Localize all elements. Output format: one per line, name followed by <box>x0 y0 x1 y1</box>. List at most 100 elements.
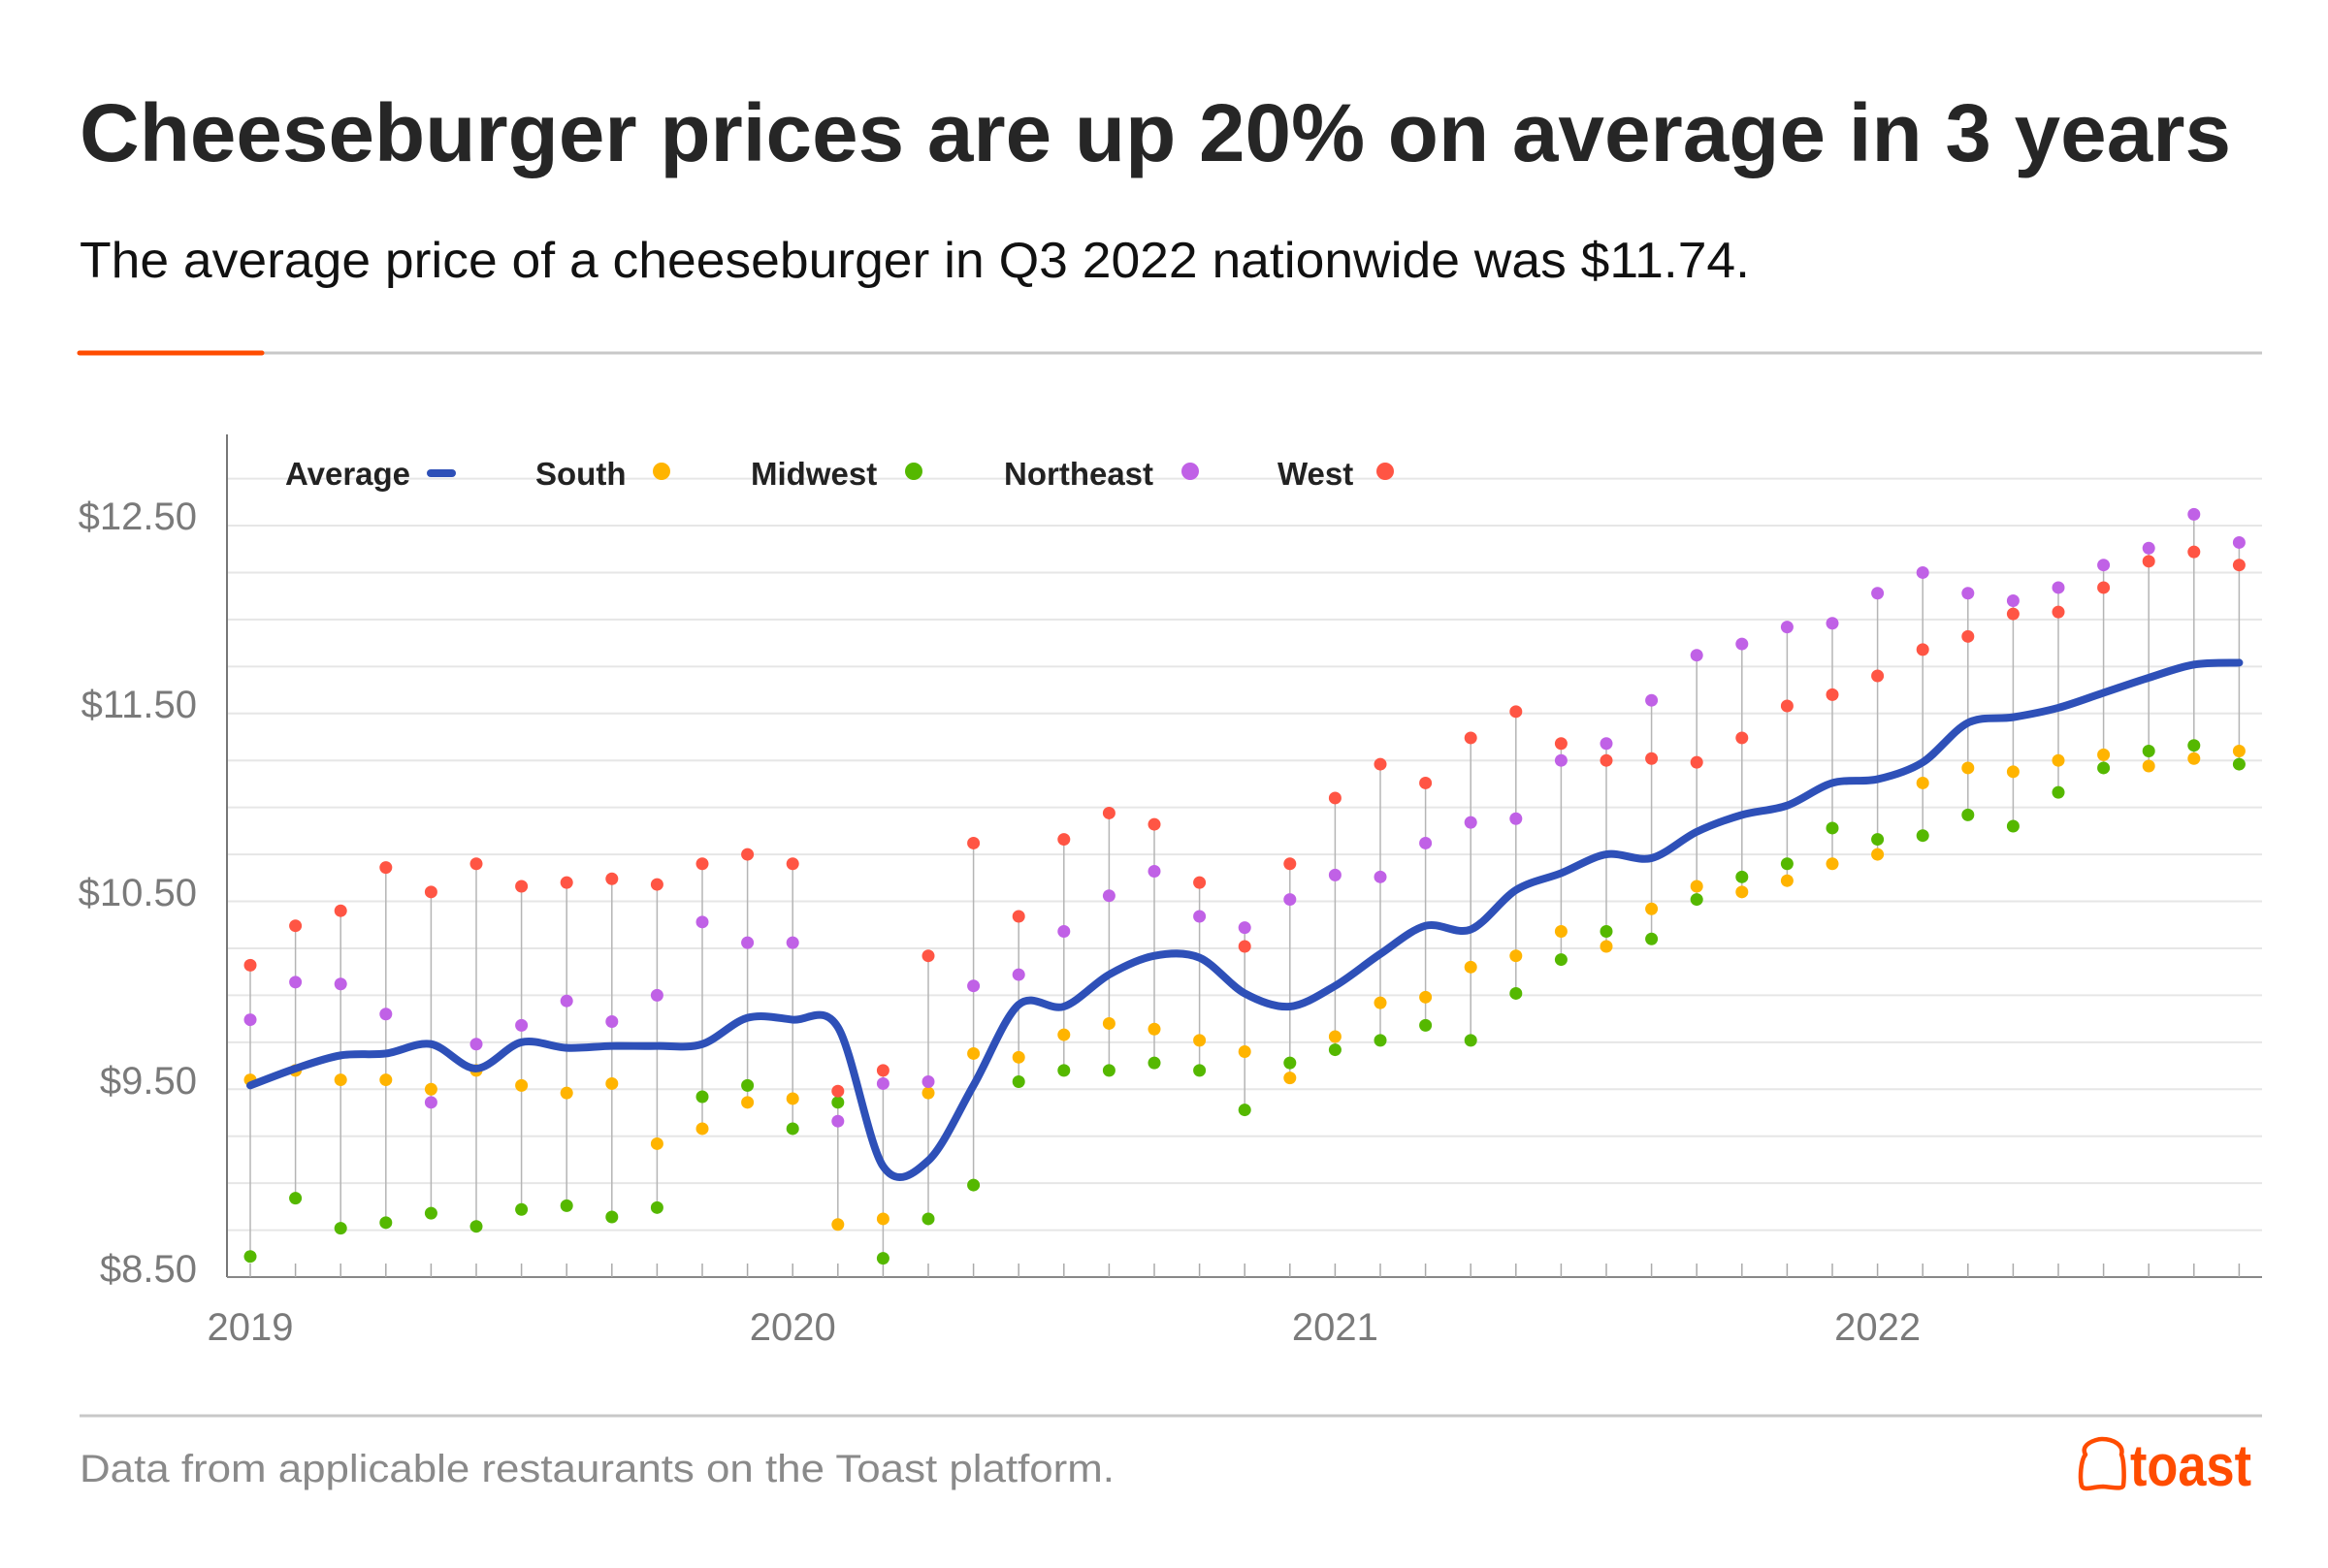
data-point-west <box>967 836 981 849</box>
toast-logo-text: toast <box>2130 1433 2251 1498</box>
data-point-midwest <box>1826 821 1839 835</box>
legend-swatch-midwest <box>905 463 922 480</box>
data-point-northeast <box>2232 535 2246 549</box>
data-point-northeast <box>1600 737 1613 751</box>
data-point-midwest <box>831 1096 845 1109</box>
data-point-west <box>515 880 529 893</box>
y-tick-label: $9.50 <box>100 1060 197 1103</box>
data-point-south <box>2187 752 2201 765</box>
data-point-midwest <box>1012 1075 1025 1088</box>
y-tick-label: $11.50 <box>81 684 197 726</box>
data-point-midwest <box>334 1222 347 1235</box>
data-point-south <box>695 1122 709 1136</box>
legend-label-midwest: Midwest <box>751 456 877 492</box>
data-point-midwest <box>1102 1064 1116 1077</box>
data-point-west <box>2187 545 2201 559</box>
data-point-west <box>243 958 257 972</box>
data-point-midwest <box>1057 1064 1071 1077</box>
data-point-west <box>334 904 347 917</box>
data-point-midwest <box>1374 1034 1387 1047</box>
data-point-west <box>1645 752 1659 765</box>
legend-label-west: West <box>1277 456 1353 492</box>
data-point-northeast <box>560 994 573 1008</box>
data-point-south <box>1283 1072 1297 1085</box>
data-point-northeast <box>650 988 663 1002</box>
data-point-northeast <box>695 915 709 929</box>
data-point-midwest <box>1238 1104 1251 1117</box>
gridlines <box>226 434 2262 1278</box>
data-point-midwest <box>1464 1034 1477 1047</box>
data-point-northeast <box>1374 870 1387 883</box>
data-point-northeast <box>1916 565 1929 579</box>
data-point-south <box>1328 1030 1342 1043</box>
data-point-midwest <box>1690 893 1703 907</box>
data-point-northeast <box>1238 921 1251 935</box>
data-point-midwest <box>605 1210 619 1224</box>
data-point-south <box>2052 753 2065 767</box>
data-point-west <box>2052 605 2065 619</box>
data-point-midwest <box>1148 1056 1161 1070</box>
y-tick-label: $10.50 <box>79 872 197 914</box>
data-point-south <box>1193 1034 1207 1047</box>
data-point-south <box>1012 1050 1025 1064</box>
data-point-northeast <box>379 1008 393 1021</box>
data-point-midwest <box>1780 857 1794 871</box>
data-point-west <box>560 876 573 889</box>
data-point-northeast <box>469 1038 483 1051</box>
x-tick-label: 2020 <box>750 1306 836 1349</box>
data-point-midwest <box>1509 986 1523 1000</box>
data-point-northeast <box>605 1015 619 1028</box>
data-point-west <box>2142 555 2155 568</box>
data-point-midwest <box>2052 785 2065 799</box>
data-point-south <box>1509 949 1523 963</box>
data-point-south <box>2142 759 2155 773</box>
legend: Average South Midwest Northeast West <box>285 456 1394 492</box>
data-point-south <box>334 1073 347 1087</box>
data-point-south <box>786 1092 799 1105</box>
data-point-west <box>1961 629 1975 643</box>
average-line <box>246 658 2244 1181</box>
data-point-west <box>289 919 303 933</box>
data-point-west <box>1193 876 1207 889</box>
data-point-south <box>1735 885 1749 899</box>
data-point-northeast <box>1283 893 1297 907</box>
data-point-south <box>2232 745 2246 757</box>
chart-subtitle: The average price of a cheeseburger in Q… <box>80 233 1750 289</box>
data-point-northeast <box>289 976 303 989</box>
data-point-west <box>1554 737 1568 751</box>
data-point-northeast <box>2187 507 2201 521</box>
data-point-south <box>605 1076 619 1090</box>
y-tick-label: $12.50 <box>79 496 197 538</box>
data-point-northeast <box>1193 910 1207 923</box>
data-point-south <box>650 1136 663 1150</box>
data-point-northeast <box>1690 649 1703 662</box>
data-point-midwest <box>1600 925 1613 938</box>
data-point-midwest <box>1193 1064 1207 1077</box>
data-point-northeast <box>1735 637 1749 651</box>
data-point-midwest <box>515 1202 529 1216</box>
data-point-midwest <box>695 1090 709 1104</box>
data-point-south <box>1600 940 1613 953</box>
data-point-west <box>1238 940 1251 953</box>
data-point-west <box>786 857 799 871</box>
data-point-northeast <box>1554 753 1568 767</box>
data-point-midwest <box>2097 761 2111 775</box>
legend-swatch-west <box>1376 463 1394 480</box>
data-point-west <box>1509 705 1523 719</box>
data-point-south <box>1690 880 1703 893</box>
data-point-west <box>1374 757 1387 771</box>
data-point-south <box>1645 902 1659 915</box>
data-point-midwest <box>1328 1043 1342 1057</box>
x-tick-label: 2021 <box>1292 1306 1378 1349</box>
data-point-south <box>1148 1022 1161 1036</box>
data-point-midwest <box>967 1178 981 1192</box>
data-point-northeast <box>1419 836 1433 849</box>
data-point-midwest <box>1283 1056 1297 1070</box>
data-point-midwest <box>560 1199 573 1212</box>
data-point-midwest <box>2187 739 2201 752</box>
y-axis: $12.50 $11.50 $10.50 $9.50 $8.50 <box>79 496 197 1291</box>
data-point-northeast <box>786 936 799 949</box>
data-point-west <box>695 857 709 871</box>
data-point-midwest <box>1916 829 1929 843</box>
data-point-south <box>560 1086 573 1100</box>
